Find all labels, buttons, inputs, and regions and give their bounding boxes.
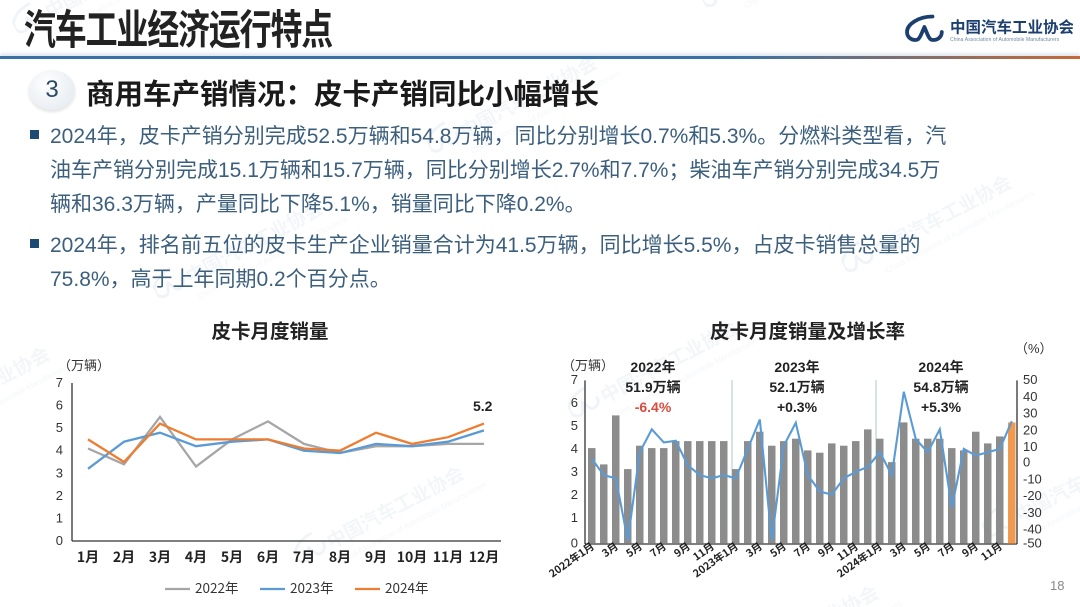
svg-text:-30: -30 xyxy=(1023,505,1042,520)
svg-text:4: 4 xyxy=(571,441,578,456)
svg-text:7: 7 xyxy=(571,372,578,387)
svg-text:10: 10 xyxy=(1023,439,1037,454)
svg-text:-20: -20 xyxy=(1023,488,1042,503)
svg-text:3: 3 xyxy=(571,464,578,479)
svg-text:50: 50 xyxy=(1023,372,1037,387)
svg-text:40: 40 xyxy=(1023,389,1037,404)
svg-text:-40: -40 xyxy=(1023,522,1042,537)
svg-text:30: 30 xyxy=(1023,406,1037,421)
svg-text:-10: -10 xyxy=(1023,471,1042,486)
svg-text:5: 5 xyxy=(571,418,578,433)
svg-text:2: 2 xyxy=(571,487,578,502)
svg-text:China Association of Automobil: China Association of Automobile Manufact… xyxy=(950,37,1060,43)
svg-text:中国汽车工业协会: 中国汽车工业协会 xyxy=(950,16,1073,38)
svg-text:-50: -50 xyxy=(1023,536,1042,551)
svg-text:1: 1 xyxy=(571,510,578,525)
svg-text:20: 20 xyxy=(1023,422,1037,437)
svg-text:0: 0 xyxy=(1023,455,1030,470)
svg-text:6: 6 xyxy=(571,395,578,410)
